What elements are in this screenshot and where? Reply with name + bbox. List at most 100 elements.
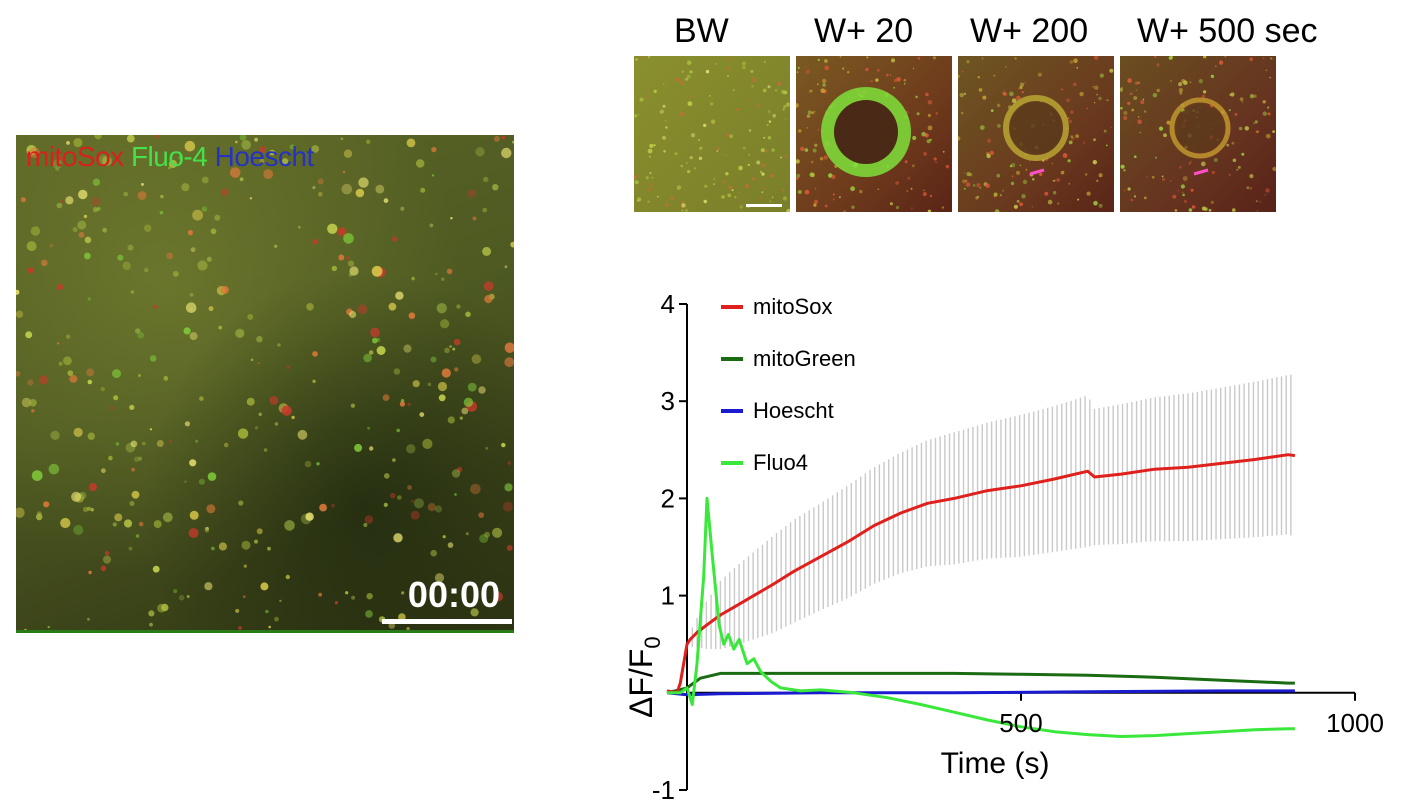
cell-dot — [506, 545, 513, 551]
panel-dot — [1203, 90, 1207, 94]
cell-dot — [318, 192, 323, 197]
cell-dot — [144, 267, 149, 273]
panel-label-bw: BW — [674, 12, 729, 50]
cell-dot — [168, 166, 171, 170]
panel-dot — [1060, 170, 1065, 175]
cell-dot — [406, 444, 416, 454]
cell-dot — [289, 144, 295, 150]
panel-dot — [933, 157, 937, 161]
cell-dot — [395, 291, 404, 300]
cell-dot — [268, 625, 271, 629]
cell-dot — [92, 207, 99, 213]
cell-dot — [30, 226, 41, 236]
cell-dot — [312, 238, 319, 245]
panel-dot — [993, 192, 998, 196]
panel-dot — [659, 109, 664, 114]
panel-dot — [743, 114, 745, 117]
panel-dot — [1155, 156, 1157, 159]
panel-dot — [1098, 173, 1103, 178]
panel-dot — [1127, 101, 1131, 105]
panel-dot — [942, 150, 945, 153]
panel-dot — [847, 71, 850, 74]
panel-dot — [1262, 57, 1265, 59]
cell-dot — [363, 353, 372, 363]
panel-dot — [1170, 56, 1174, 59]
tick-labels: -1 1 2 3 4 500 1000 — [652, 289, 1384, 800]
cell-dot — [407, 485, 412, 490]
panel-dot — [1219, 60, 1224, 65]
cell-dot — [131, 467, 135, 472]
cell-dot — [86, 368, 95, 377]
panel-dot — [760, 148, 765, 153]
panel-dot — [912, 135, 917, 141]
panel-dot — [822, 83, 826, 87]
panel-dot — [768, 120, 772, 123]
panel-dot — [1238, 126, 1243, 131]
panel-dot — [929, 194, 933, 198]
panel-dot — [739, 205, 743, 209]
panel-label-w500: W+ 500 sec — [1137, 12, 1318, 50]
cell-dot — [47, 625, 50, 629]
panel-dot — [976, 183, 981, 188]
cell-dot — [277, 343, 281, 347]
panel-dot — [893, 78, 898, 83]
cell-dot — [427, 503, 436, 512]
panel-dot — [1009, 164, 1013, 168]
panel-dot — [1130, 198, 1134, 202]
panel-dot — [662, 135, 666, 140]
cell-dot — [504, 342, 514, 353]
panel-dot — [804, 148, 809, 152]
panel-dot — [814, 143, 818, 147]
panel-dot — [681, 203, 686, 208]
cell-dot — [420, 187, 426, 193]
panel-dot — [1096, 93, 1098, 96]
panel-dot — [686, 74, 691, 79]
cell-dot — [504, 483, 513, 492]
cell-dot — [354, 443, 363, 452]
panel-dot — [1178, 87, 1184, 93]
panel-dot — [1190, 188, 1194, 192]
panel-dot — [819, 157, 824, 161]
panel-dot — [1249, 57, 1253, 61]
cell-dot — [181, 183, 190, 192]
cell-dot — [401, 591, 405, 595]
cell-dot — [56, 202, 63, 209]
cell-dot — [163, 376, 169, 381]
cell-dot — [184, 140, 196, 152]
cell-dot — [189, 332, 198, 341]
cell-dot — [504, 357, 514, 368]
cell-dot — [160, 194, 164, 199]
cell-dot — [249, 197, 253, 200]
panel-dot — [810, 160, 814, 164]
cell-dot — [148, 610, 155, 617]
cell-dot — [67, 370, 74, 376]
panel-dot — [1123, 110, 1128, 116]
panel-dot — [870, 79, 874, 83]
panel-dot — [993, 74, 996, 77]
cell-dot — [88, 483, 97, 492]
panel-dot — [1009, 91, 1014, 97]
cell-dot — [434, 505, 443, 513]
panel-dot — [922, 192, 927, 197]
cell-dot — [221, 188, 229, 196]
panel-dot — [698, 139, 700, 141]
panel-dot — [767, 136, 772, 140]
cell-dot — [43, 501, 50, 508]
panel-dot — [1234, 113, 1238, 116]
panel-dot — [764, 61, 766, 63]
cell-dot — [342, 170, 346, 174]
panel-dot — [812, 148, 817, 153]
panel-dot — [963, 172, 965, 174]
panel-dot — [977, 76, 980, 79]
panel-dot — [1255, 130, 1259, 134]
panel-dot — [1140, 100, 1145, 105]
panel-dot — [805, 69, 811, 74]
cell-dot — [281, 405, 292, 416]
panel-dot — [1137, 119, 1142, 124]
panel-dot — [912, 67, 915, 70]
panel-dot — [1129, 92, 1133, 96]
panel-dot — [1016, 95, 1021, 101]
cell-dot — [237, 428, 249, 439]
panel-dot — [721, 195, 725, 199]
cell-dot — [36, 511, 42, 517]
